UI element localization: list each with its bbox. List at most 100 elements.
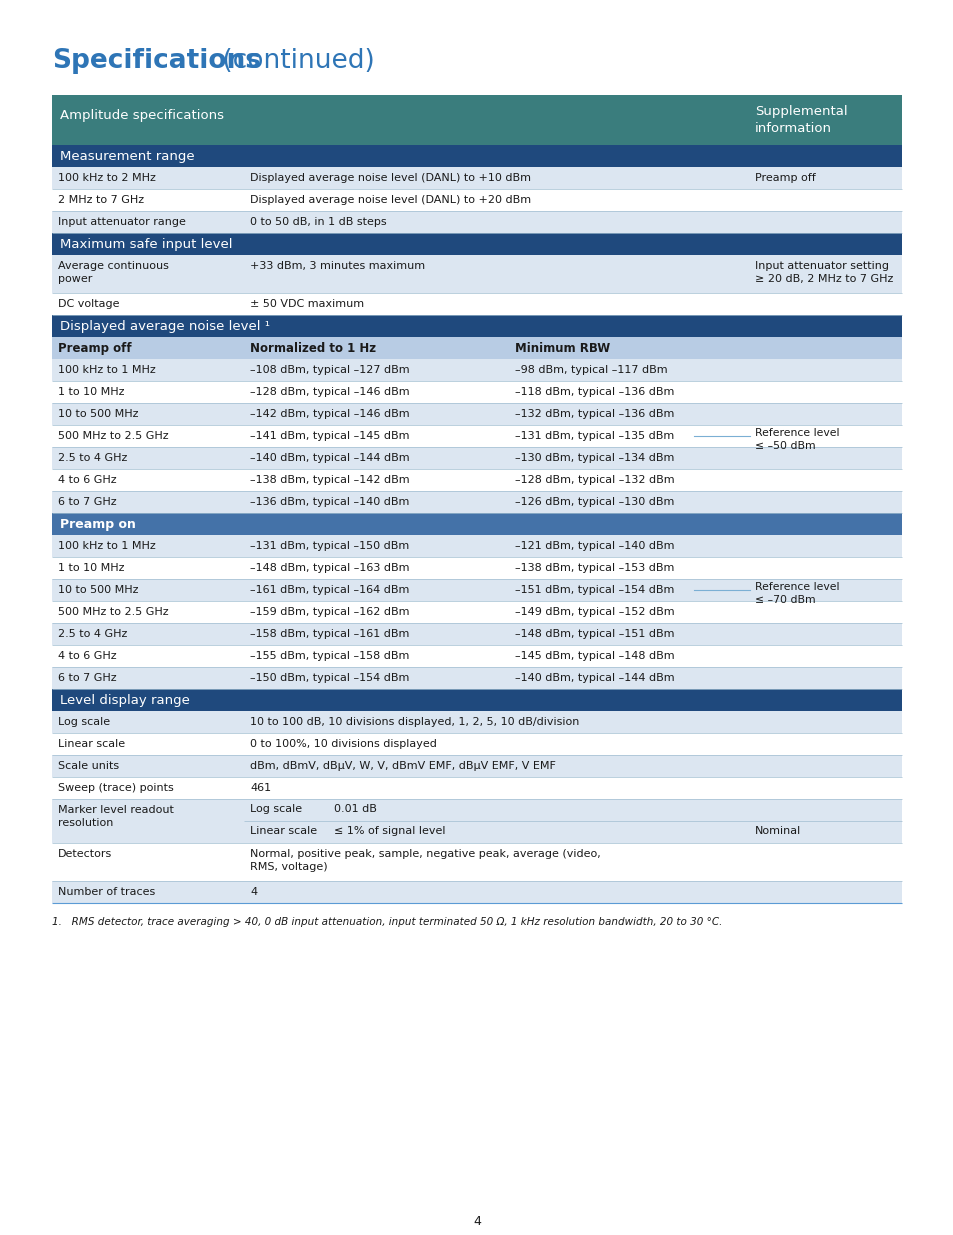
Text: –142 dBm, typical –146 dBm: –142 dBm, typical –146 dBm — [250, 409, 409, 419]
Bar — [52, 535, 901, 557]
Bar — [52, 777, 901, 799]
Text: 2.5 to 4 GHz: 2.5 to 4 GHz — [58, 629, 128, 638]
Text: dBm, dBmV, dBμV, W, V, dBmV EMF, dBμV EMF, V EMF: dBm, dBmV, dBμV, W, V, dBmV EMF, dBμV EM… — [250, 761, 556, 771]
Text: –145 dBm, typical –148 dBm: –145 dBm, typical –148 dBm — [515, 651, 674, 661]
Bar — [52, 492, 901, 513]
Text: ± 50 VDC maximum: ± 50 VDC maximum — [250, 299, 364, 309]
Text: Minimum RBW: Minimum RBW — [515, 342, 610, 354]
Text: 6 to 7 GHz: 6 to 7 GHz — [58, 496, 116, 508]
Text: Linear scale: Linear scale — [250, 826, 316, 836]
Text: Displayed average noise level ¹: Displayed average noise level ¹ — [60, 320, 270, 333]
Text: –140 dBm, typical –144 dBm: –140 dBm, typical –144 dBm — [250, 453, 409, 463]
Bar — [52, 95, 901, 144]
Text: –155 dBm, typical –158 dBm: –155 dBm, typical –158 dBm — [250, 651, 409, 661]
Text: –161 dBm, typical –164 dBm: –161 dBm, typical –164 dBm — [250, 585, 409, 595]
Text: Nominal: Nominal — [754, 826, 801, 836]
Text: Maximum safe input level: Maximum safe input level — [60, 238, 233, 251]
Text: Normal, positive peak, sample, negative peak, average (video,
RMS, voltage): Normal, positive peak, sample, negative … — [250, 848, 600, 872]
Text: Number of traces: Number of traces — [58, 887, 155, 897]
Text: –128 dBm, typical –146 dBm: –128 dBm, typical –146 dBm — [250, 387, 409, 396]
Text: –148 dBm, typical –151 dBm: –148 dBm, typical –151 dBm — [515, 629, 674, 638]
Bar — [52, 799, 901, 844]
Text: DC voltage: DC voltage — [58, 299, 119, 309]
Bar — [52, 711, 901, 734]
Bar — [52, 645, 901, 667]
Text: 1 to 10 MHz: 1 to 10 MHz — [58, 563, 125, 573]
Text: Average continuous
power: Average continuous power — [58, 261, 169, 284]
Text: –126 dBm, typical –130 dBm: –126 dBm, typical –130 dBm — [515, 496, 674, 508]
Bar — [52, 144, 901, 167]
Text: 4 to 6 GHz: 4 to 6 GHz — [58, 651, 116, 661]
Text: 1.   RMS detector, trace averaging > 40, 0 dB input attenuation, input terminate: 1. RMS detector, trace averaging > 40, 0… — [52, 918, 721, 927]
Text: 500 MHz to 2.5 GHz: 500 MHz to 2.5 GHz — [58, 431, 169, 441]
Bar — [52, 189, 901, 211]
Text: ≤ 1% of signal level: ≤ 1% of signal level — [334, 826, 445, 836]
Text: 500 MHz to 2.5 GHz: 500 MHz to 2.5 GHz — [58, 606, 169, 618]
Bar — [52, 667, 901, 689]
Text: 0.01 dB: 0.01 dB — [334, 804, 376, 814]
Bar — [52, 233, 901, 254]
Text: 4 to 6 GHz: 4 to 6 GHz — [58, 475, 116, 485]
Text: –130 dBm, typical –134 dBm: –130 dBm, typical –134 dBm — [515, 453, 674, 463]
Bar — [52, 601, 901, 622]
Bar — [52, 734, 901, 755]
Text: –118 dBm, typical –136 dBm: –118 dBm, typical –136 dBm — [515, 387, 674, 396]
Text: Marker level readout
resolution: Marker level readout resolution — [58, 805, 173, 829]
Text: 1 to 10 MHz: 1 to 10 MHz — [58, 387, 125, 396]
Text: Supplemental
information: Supplemental information — [754, 105, 846, 135]
Bar — [52, 337, 901, 359]
Text: 10 to 500 MHz: 10 to 500 MHz — [58, 409, 138, 419]
Text: –131 dBm, typical –150 dBm: –131 dBm, typical –150 dBm — [250, 541, 409, 551]
Text: 100 kHz to 1 MHz: 100 kHz to 1 MHz — [58, 541, 155, 551]
Text: 10 to 100 dB, 10 divisions displayed, 1, 2, 5, 10 dB/division: 10 to 100 dB, 10 divisions displayed, 1,… — [250, 718, 578, 727]
Text: Reference level
≤ –50 dBm: Reference level ≤ –50 dBm — [754, 429, 839, 451]
Text: Level display range: Level display range — [60, 694, 190, 706]
Bar — [52, 425, 901, 447]
Bar — [52, 881, 901, 903]
Bar — [52, 382, 901, 403]
Text: 6 to 7 GHz: 6 to 7 GHz — [58, 673, 116, 683]
Text: 461: 461 — [250, 783, 271, 793]
Text: 100 kHz to 2 MHz: 100 kHz to 2 MHz — [58, 173, 155, 183]
Text: 4: 4 — [250, 887, 257, 897]
Text: –128 dBm, typical –132 dBm: –128 dBm, typical –132 dBm — [515, 475, 674, 485]
Text: Input attenuator range: Input attenuator range — [58, 217, 186, 227]
Text: –148 dBm, typical –163 dBm: –148 dBm, typical –163 dBm — [250, 563, 409, 573]
Text: +33 dBm, 3 minutes maximum: +33 dBm, 3 minutes maximum — [250, 261, 425, 270]
Bar — [52, 844, 901, 881]
Bar — [52, 513, 901, 535]
Text: Scale units: Scale units — [58, 761, 119, 771]
Text: Displayed average noise level (DANL) to +20 dBm: Displayed average noise level (DANL) to … — [250, 195, 531, 205]
Bar — [52, 622, 901, 645]
Text: –138 dBm, typical –153 dBm: –138 dBm, typical –153 dBm — [515, 563, 674, 573]
Text: –98 dBm, typical –117 dBm: –98 dBm, typical –117 dBm — [515, 366, 667, 375]
Text: Input attenuator setting
≥ 20 dB, 2 MHz to 7 GHz: Input attenuator setting ≥ 20 dB, 2 MHz … — [754, 261, 892, 284]
Text: –140 dBm, typical –144 dBm: –140 dBm, typical –144 dBm — [515, 673, 674, 683]
Bar — [52, 403, 901, 425]
Text: –141 dBm, typical –145 dBm: –141 dBm, typical –145 dBm — [250, 431, 409, 441]
Bar — [52, 447, 901, 469]
Text: Log scale: Log scale — [250, 804, 302, 814]
Text: 10 to 500 MHz: 10 to 500 MHz — [58, 585, 138, 595]
Text: Reference level
≤ –70 dBm: Reference level ≤ –70 dBm — [754, 582, 839, 605]
Text: Specifications: Specifications — [52, 48, 261, 74]
Bar — [52, 557, 901, 579]
Bar — [52, 315, 901, 337]
Text: 0 to 50 dB, in 1 dB steps: 0 to 50 dB, in 1 dB steps — [250, 217, 386, 227]
Text: Amplitude specifications: Amplitude specifications — [60, 109, 224, 122]
Text: –150 dBm, typical –154 dBm: –150 dBm, typical –154 dBm — [250, 673, 409, 683]
Text: Displayed average noise level (DANL) to +10 dBm: Displayed average noise level (DANL) to … — [250, 173, 531, 183]
Text: Detectors: Detectors — [58, 848, 112, 860]
Text: 2.5 to 4 GHz: 2.5 to 4 GHz — [58, 453, 128, 463]
Text: Preamp on: Preamp on — [60, 517, 135, 531]
Bar — [52, 755, 901, 777]
Text: Measurement range: Measurement range — [60, 149, 194, 163]
Text: Log scale: Log scale — [58, 718, 110, 727]
Bar — [52, 167, 901, 189]
Text: Normalized to 1 Hz: Normalized to 1 Hz — [250, 342, 375, 354]
Text: –159 dBm, typical –162 dBm: –159 dBm, typical –162 dBm — [250, 606, 409, 618]
Text: 100 kHz to 1 MHz: 100 kHz to 1 MHz — [58, 366, 155, 375]
Text: –131 dBm, typical –135 dBm: –131 dBm, typical –135 dBm — [515, 431, 674, 441]
Text: –151 dBm, typical –154 dBm: –151 dBm, typical –154 dBm — [515, 585, 674, 595]
Text: Preamp off: Preamp off — [58, 342, 132, 354]
